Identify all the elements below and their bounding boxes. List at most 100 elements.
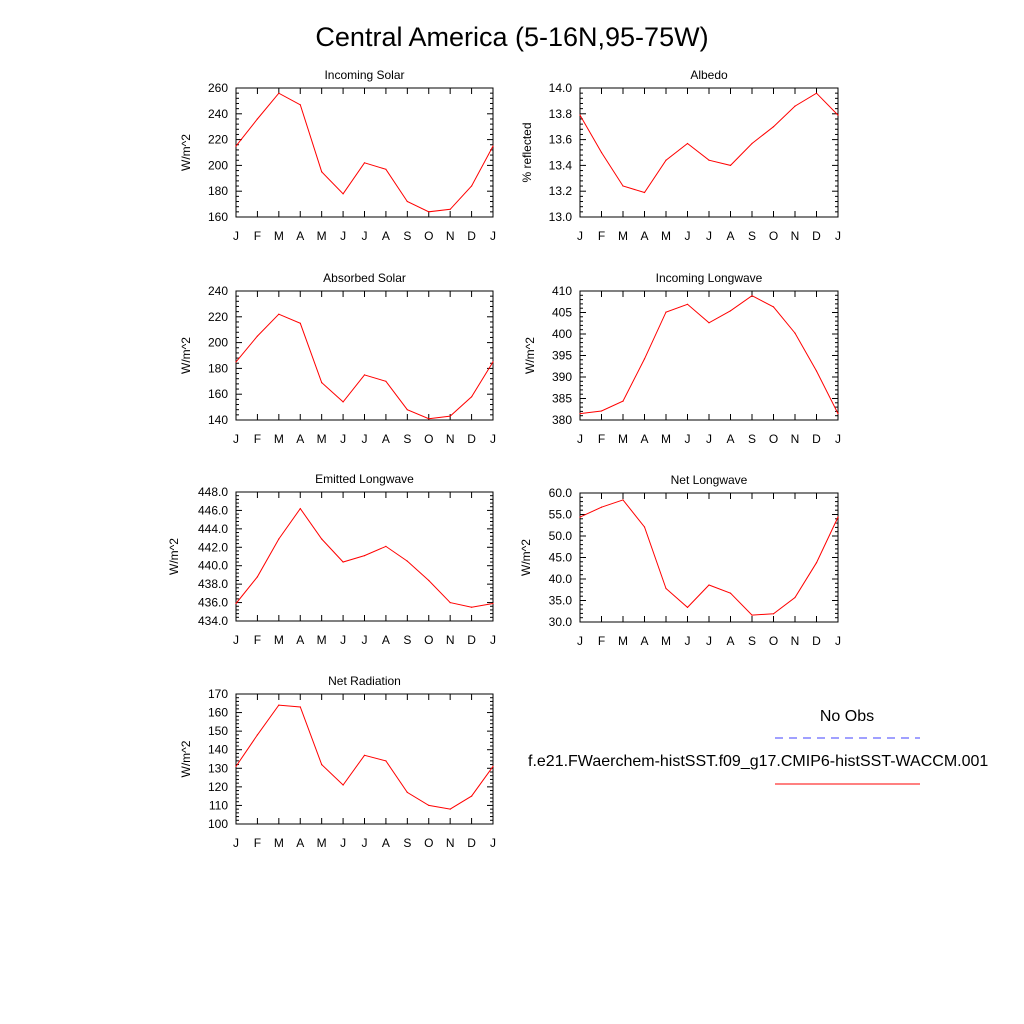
x-tick-label: J: [577, 432, 583, 446]
data-point: [342, 401, 344, 403]
data-point: [622, 400, 624, 402]
x-tick-label: M: [317, 432, 327, 446]
y-tick-label: 442.0: [198, 540, 228, 554]
data-point: [406, 791, 408, 794]
x-tick-label: F: [254, 633, 261, 647]
data-point: [363, 162, 366, 164]
x-tick-label: J: [490, 432, 496, 446]
x-tick-label: O: [769, 229, 778, 243]
data-point: [299, 104, 301, 106]
x-tick-label: J: [835, 634, 841, 648]
data-point: [815, 370, 818, 372]
y-tick-label: 45.0: [549, 551, 573, 565]
data-point: [342, 784, 344, 786]
x-tick-label: A: [382, 432, 390, 446]
plot-frame: [235, 87, 494, 218]
x-tick-label: J: [233, 432, 239, 446]
x-tick-label: N: [791, 634, 800, 648]
x-tick-label: N: [446, 432, 455, 446]
data-point: [665, 311, 667, 313]
y-tick-label: 180: [208, 184, 228, 198]
y-tick-label: 120: [208, 780, 228, 794]
data-point: [278, 313, 280, 315]
y-tick-label: 410: [552, 284, 572, 298]
panel-title: Albedo: [690, 68, 728, 82]
x-tick-label: D: [467, 229, 476, 243]
data-point: [600, 151, 603, 154]
data-point: [235, 602, 237, 605]
x-tick-label: M: [618, 229, 628, 243]
y-tick-label: 150: [208, 724, 228, 738]
x-tick-label: A: [382, 836, 390, 850]
x-tick-label: F: [254, 229, 261, 243]
x-tick-label: M: [317, 229, 327, 243]
x-tick-label: J: [233, 229, 239, 243]
data-point: [815, 92, 818, 94]
data-point: [235, 361, 237, 363]
x-tick-label: J: [340, 229, 346, 243]
x-tick-label: F: [598, 229, 605, 243]
legend-obs-label: No Obs: [820, 708, 874, 725]
x-tick-label: S: [748, 229, 756, 243]
x-tick-label: F: [598, 432, 605, 446]
y-tick-label: 13.8: [549, 107, 573, 121]
x-tick-label: A: [296, 432, 304, 446]
data-point: [815, 562, 818, 564]
y-tick-label: 100: [208, 817, 228, 831]
data-point: [385, 545, 387, 548]
data-point: [772, 126, 775, 128]
data-point: [622, 185, 624, 187]
plot-frame: [235, 491, 494, 622]
data-point: [449, 208, 451, 210]
x-tick-label: A: [382, 633, 390, 647]
data-point: [363, 754, 366, 756]
x-tick-label: O: [769, 634, 778, 648]
data-point: [837, 114, 839, 116]
data-point: [772, 306, 775, 308]
y-tick-label: 13.4: [549, 158, 573, 172]
x-tick-label: D: [467, 633, 476, 647]
data-point: [428, 804, 430, 807]
x-tick-label: O: [424, 229, 433, 243]
x-tick-label: M: [661, 634, 671, 648]
y-tick-label: 160: [208, 210, 228, 224]
data-point: [492, 145, 494, 147]
y-tick-label: 434.0: [198, 614, 228, 628]
legend: No Obs f.e21.FWaerchem-histSST.f09_g17.C…: [528, 708, 988, 785]
y-tick-label: 170: [208, 687, 228, 701]
x-tick-label: J: [340, 633, 346, 647]
y-tick-label: 55.0: [549, 508, 573, 522]
x-tick-label: O: [424, 633, 433, 647]
x-tick-label: A: [640, 432, 648, 446]
panel-title: Net Longwave: [671, 473, 748, 487]
y-tick-label: 130: [208, 761, 228, 775]
data-point: [278, 704, 280, 706]
data-point: [579, 516, 581, 518]
y-tick-label: 440.0: [198, 559, 228, 573]
data-point: [772, 613, 775, 615]
x-tick-label: M: [317, 836, 327, 850]
x-tick-label: F: [598, 634, 605, 648]
series-line: [235, 313, 494, 420]
data-point: [643, 358, 646, 360]
x-tick-label: A: [726, 229, 734, 243]
x-tick-label: N: [791, 229, 800, 243]
data-point: [729, 310, 732, 312]
data-point: [686, 606, 689, 609]
data-point: [256, 335, 258, 337]
y-tick-label: 50.0: [549, 529, 573, 543]
data-point: [256, 576, 258, 578]
series-line: [235, 507, 494, 608]
x-tick-label: A: [726, 432, 734, 446]
x-tick-label: F: [254, 836, 261, 850]
x-tick-label: A: [640, 229, 648, 243]
data-point: [471, 795, 473, 797]
data-point: [686, 303, 689, 305]
legend-model-label: f.e21.FWaerchem-histSST.f09_g17.CMIP6-hi…: [528, 753, 988, 770]
x-tick-label: M: [618, 634, 628, 648]
y-tick-label: 140: [208, 413, 228, 427]
y-axis-label: W/m^2: [519, 539, 533, 576]
